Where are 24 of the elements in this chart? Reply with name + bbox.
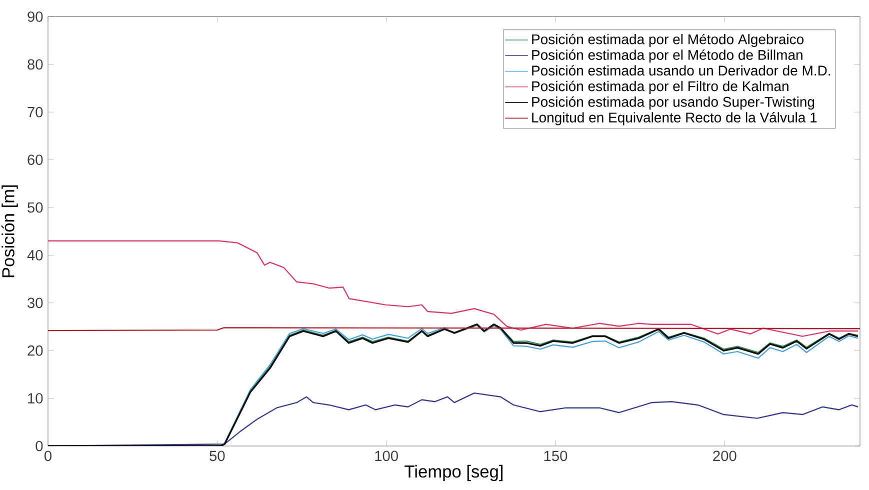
x-tick-label: 0 [44,450,52,462]
y-tick-label: 30 [28,298,43,308]
y-tick-label: 90 [28,11,43,22]
line-series [48,240,859,337]
x-tick-label: 100 [375,450,398,462]
legend-label: Posición estimada por el Filtro de Kalman [532,80,788,94]
y-axis-title: Posición [m] [1,185,18,278]
x-tick-label: 200 [713,450,736,462]
legend-label: Posición estimada por el Método de Billman [532,49,802,63]
y-tick-label: 0 [36,440,43,452]
y-tick-label: 40 [27,250,43,260]
y-tick-label: 60 [28,154,43,165]
x-axis-title: Tiempo [seg] [404,464,503,482]
y-tick-label: 80 [28,59,43,70]
legend-label: Posición estimada por usando Super-Twisting [532,96,814,110]
legend-label: Longitud en Equivalente Recto de la Válvula 1 [532,112,817,126]
y-tick-label: 50 [28,202,43,213]
x-tick-label: 150 [544,450,568,462]
y-tick-label: 10 [28,393,43,404]
y-tick-label: 20 [28,345,43,356]
x-tick-label: 50 [210,450,225,462]
y-tick-label: 70 [28,106,43,118]
legend-label: Posición estimada por el Método Algebraico [532,34,804,48]
legend-label: Posición estimada usando un Derivador de M.D. [532,65,830,76]
